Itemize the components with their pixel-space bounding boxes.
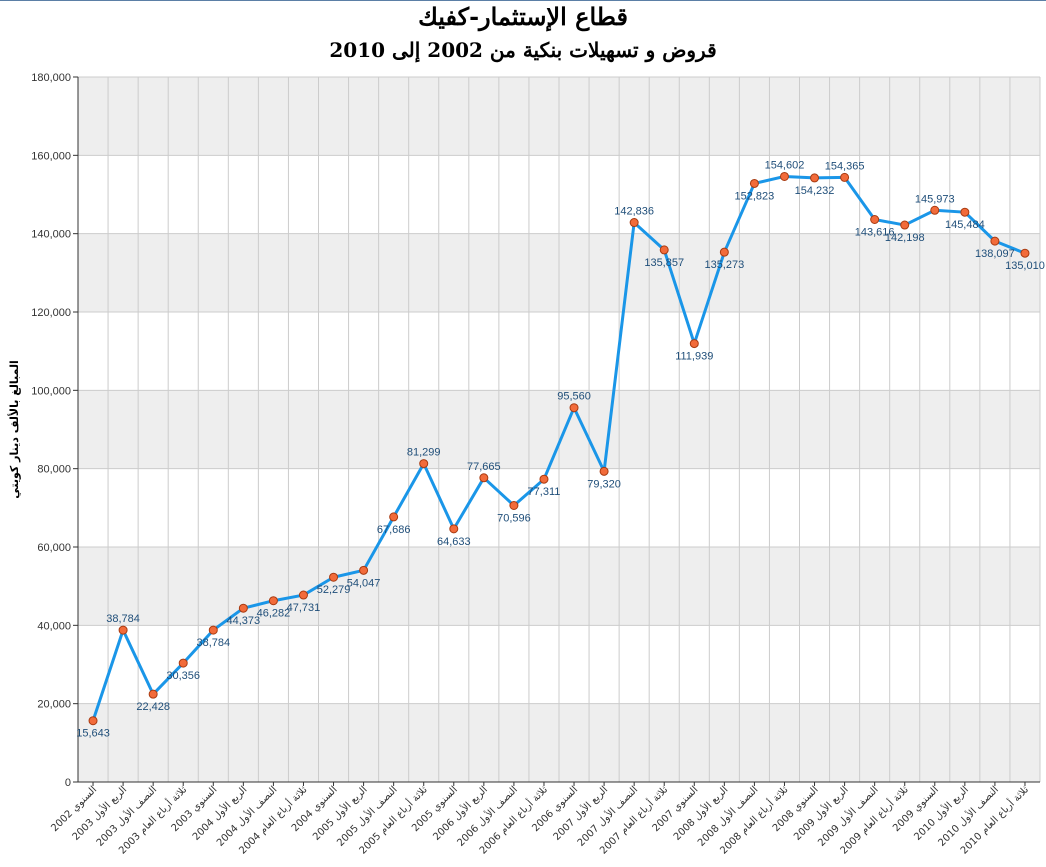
top-rule — [0, 0, 1046, 1]
data-point — [870, 215, 880, 225]
data-label: 142,836 — [614, 206, 654, 218]
chart-title: قطاع الإستثمار-كفيك — [418, 2, 628, 31]
data-label: 135,010 — [1005, 260, 1045, 272]
data-point — [298, 590, 308, 600]
data-label: 154,602 — [765, 159, 805, 171]
y-tick-label: 100,000 — [31, 385, 71, 397]
data-point — [659, 245, 669, 255]
data-point — [930, 205, 940, 215]
y-tick-label: 60,000 — [37, 542, 71, 554]
data-label: 47,731 — [287, 602, 321, 614]
data-label: 46,282 — [257, 608, 291, 620]
data-label: 142,198 — [885, 232, 925, 244]
y-tick-label: 80,000 — [37, 464, 71, 476]
data-point — [148, 689, 158, 699]
series-polyline — [91, 174, 1027, 723]
data-label: 67,686 — [377, 524, 411, 536]
data-point — [118, 625, 128, 635]
data-label: 111,939 — [675, 351, 713, 363]
data-label: 77,311 — [528, 486, 561, 498]
data-label: 145,484 — [945, 219, 985, 231]
data-label: 154,365 — [825, 160, 865, 172]
data-point — [268, 596, 278, 606]
data-point — [238, 603, 248, 613]
data-label: 52,279 — [317, 584, 351, 596]
data-point — [629, 218, 639, 228]
chart-subtitle: قروض و تسهيلات بنكية من 2002 إلى 2010 — [329, 38, 717, 62]
data-point — [960, 207, 970, 217]
y-tick-label: 140,000 — [31, 229, 71, 241]
y-axis-label: المبالغ بالألف دينار كويتي — [7, 360, 21, 498]
y-tick-label: 20,000 — [37, 699, 71, 711]
data-point — [479, 473, 489, 483]
data-label: 81,299 — [407, 447, 441, 459]
data-label: 44,373 — [227, 615, 261, 627]
data-label: 95,560 — [557, 391, 591, 403]
data-point — [1020, 248, 1030, 258]
data-labels: 15,643 38,784 22,428 30,356 38,784 44,37346,2… — [76, 159, 1045, 739]
data-label: 79,320 — [587, 478, 621, 490]
data-point — [569, 403, 579, 413]
data-point — [88, 716, 98, 726]
y-tick-label: 40,000 — [37, 620, 71, 632]
data-point — [539, 474, 549, 484]
data-point — [810, 173, 820, 183]
data-point — [509, 500, 519, 510]
y-tick-label: 0 — [65, 777, 71, 789]
data-label: 143,616 — [855, 227, 895, 239]
data-point — [840, 172, 850, 182]
data-label: 145,973 — [915, 193, 955, 205]
data-label: 135,857 — [644, 257, 684, 269]
data-point — [449, 524, 459, 534]
data-point — [779, 171, 789, 181]
data-point — [178, 658, 188, 668]
data-label: 22,428 — [136, 701, 170, 713]
data-point — [419, 459, 429, 469]
data-point — [900, 220, 910, 230]
data-label: 135,273 — [704, 259, 744, 271]
data-point — [689, 339, 699, 349]
data-point — [719, 247, 729, 257]
data-point — [389, 512, 399, 522]
y-tick-label: 120,000 — [31, 307, 71, 319]
y-tick-labels: 0 20,000 40,000 60,000 80,000 100,000 120,000 1… — [31, 72, 71, 789]
data-point — [749, 178, 759, 188]
data-label: 38,784 — [106, 613, 140, 625]
axes — [77, 77, 1040, 783]
data-label: 154,232 — [795, 185, 835, 197]
data-label: 38,784 — [196, 637, 230, 649]
data-point — [359, 565, 369, 575]
data-label: 138,097 — [975, 248, 1015, 260]
data-label: 30,356 — [166, 670, 200, 682]
data-markers — [88, 171, 1030, 726]
y-tick-label: 180,000 — [31, 72, 71, 84]
data-point — [208, 625, 218, 635]
data-label: 15,643 — [76, 728, 110, 740]
data-point — [599, 466, 609, 476]
y-tick-label: 160,000 — [31, 150, 71, 162]
data-label: 77,665 — [467, 461, 501, 473]
series-line — [91, 174, 1027, 723]
data-point — [990, 236, 1000, 246]
data-label: 64,633 — [437, 536, 471, 548]
data-label: 54,047 — [347, 577, 381, 589]
data-label: 70,596 — [497, 512, 531, 524]
data-label: 152,823 — [735, 190, 775, 202]
data-point — [329, 572, 339, 582]
